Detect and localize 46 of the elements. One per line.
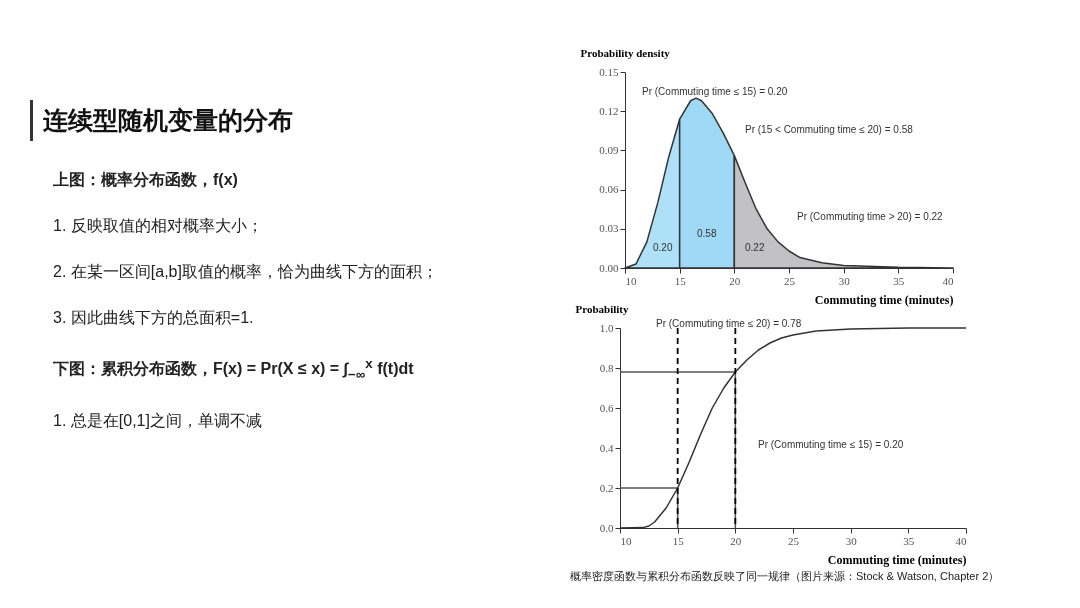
y-tick-label: 1.0: [599, 321, 614, 334]
annotation: 0.22: [745, 242, 765, 253]
annotation: Pr (Commuting time ≤ 15) = 0.20: [642, 86, 788, 97]
text: 1. 总是在[0,1]之间，单调不减: [53, 410, 263, 431]
text: 2. 在某一区间[a,b]取值的概率，恰为曲线下方的面积；: [53, 262, 439, 282]
x-tick-label: 35: [893, 274, 905, 287]
x-tick-label: 40: [955, 534, 967, 547]
annotation: Pr (Commuting time ≤ 20) = 0.78: [656, 318, 802, 329]
y-tick-label: 0.4: [599, 441, 614, 454]
y-tick-label: 0.2: [599, 481, 614, 494]
text: 连续型随机变量的分布: [30, 100, 550, 141]
x-tick-label: 40: [942, 274, 954, 287]
text: 概率密度函数与累积分布函数反映了同一规律（图片来源：Stock & Watson, Chapter 2）: [570, 569, 1000, 584]
y-tick-label: 0.6: [599, 401, 614, 414]
y-axis-title: Probability density: [580, 46, 671, 59]
x-tick-label: 20: [730, 534, 742, 547]
y-tick-label: 0.03: [599, 222, 619, 235]
x-tick-label: 10: [620, 534, 632, 547]
text: 下图：累积分布函数，F(x) = Pr(X ≤ x) = ∫$_{−∞}$$^{x}$ f(t)dt: [53, 355, 415, 384]
text: 上图：概率分布函数，f(x): [53, 170, 239, 190]
x-tick-label: 15: [672, 534, 685, 547]
y-axis-title: Probability: [575, 302, 629, 315]
y-tick-label: 0.8: [599, 361, 614, 374]
annotation: 0.58: [697, 228, 717, 239]
y-tick-label: 0.12: [599, 104, 619, 117]
x-tick-label: 35: [903, 534, 915, 547]
y-tick-label: 0.00: [599, 261, 619, 274]
x-tick-label: 30: [838, 274, 851, 287]
annotation: 0.20: [653, 242, 673, 253]
annotation: Pr (15 < Commuting time ≤ 20) = 0.58: [745, 124, 914, 135]
annotation: Pr (Commuting time > 20) = 0.22: [797, 211, 944, 222]
annotation: Pr (Commuting time ≤ 15) = 0.20: [758, 439, 904, 450]
x-tick-label: 10: [625, 274, 637, 287]
x-tick-label: 25: [788, 534, 800, 547]
y-tick-label: 0.06: [599, 183, 619, 196]
x-tick-label: 20: [729, 274, 741, 287]
y-tick-label: 0.15: [599, 65, 619, 78]
y-tick-label: 0.09: [599, 143, 619, 156]
x-tick-label: 15: [674, 274, 687, 287]
x-tick-label: 30: [845, 534, 858, 547]
y-tick-label: 0.0: [599, 521, 614, 534]
x-tick-label: 25: [784, 274, 796, 287]
text: 1. 反映取值的相对概率大小；: [53, 216, 264, 236]
text: 3. 因此曲线下方的总面积=1.: [53, 308, 255, 328]
x-axis-title: Commuting time (minutes): [827, 552, 967, 567]
x-axis-title: Commuting time (minutes): [814, 292, 954, 307]
